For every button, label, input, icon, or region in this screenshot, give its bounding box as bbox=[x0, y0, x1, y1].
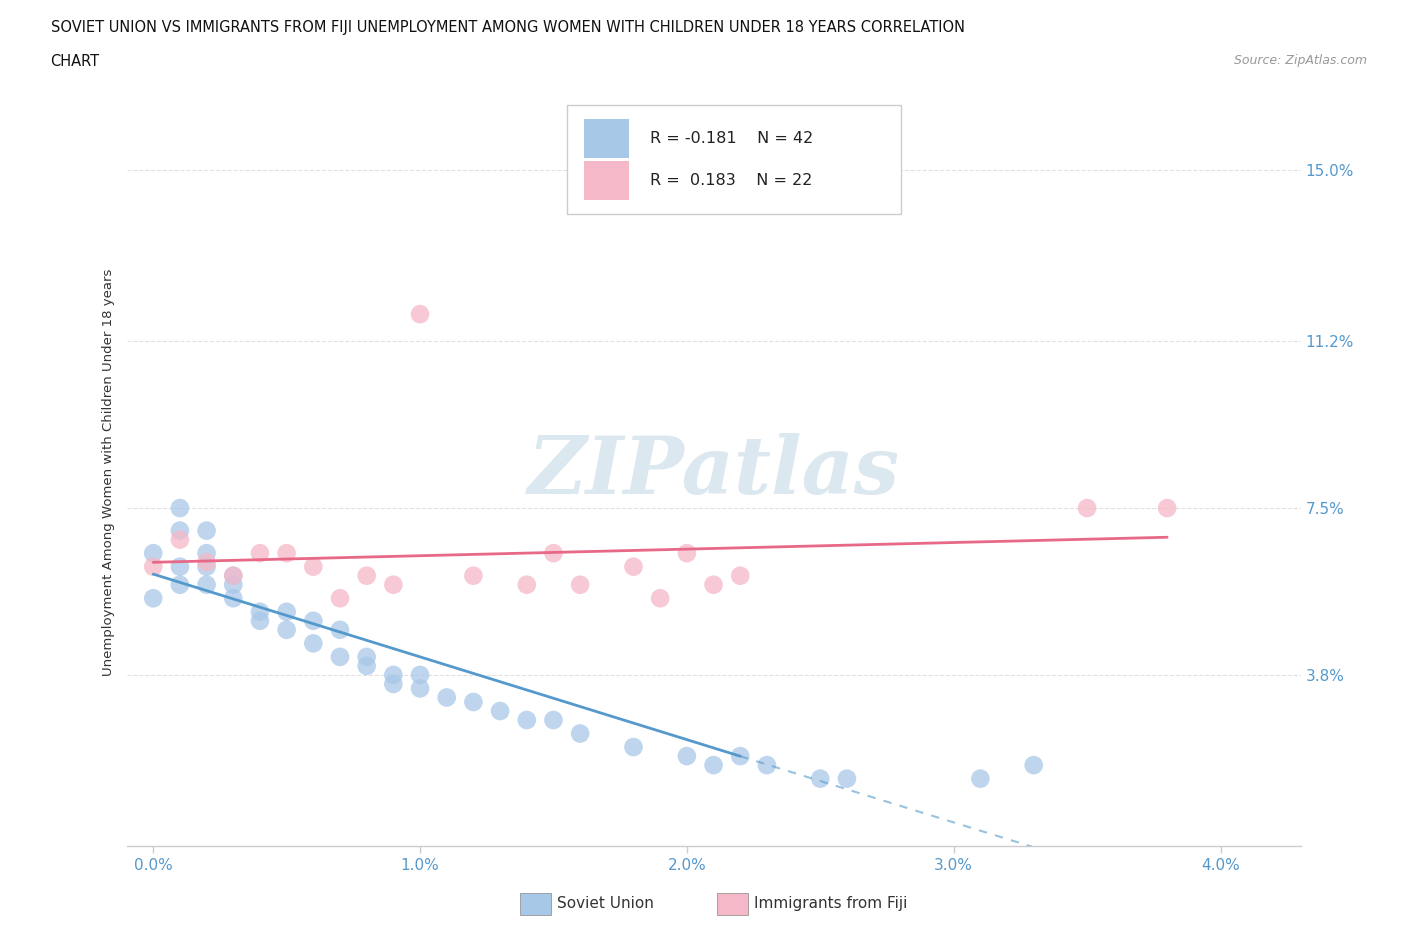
Point bbox=[249, 546, 271, 561]
Point bbox=[142, 591, 165, 605]
Point bbox=[169, 559, 191, 574]
Point bbox=[356, 568, 378, 583]
Point bbox=[676, 749, 699, 764]
Point bbox=[276, 604, 298, 619]
Point bbox=[623, 739, 645, 754]
Text: SOVIET UNION VS IMMIGRANTS FROM FIJI UNEMPLOYMENT AMONG WOMEN WITH CHILDREN UNDE: SOVIET UNION VS IMMIGRANTS FROM FIJI UNE… bbox=[51, 20, 965, 35]
Point bbox=[382, 668, 405, 683]
Text: Source: ZipAtlas.com: Source: ZipAtlas.com bbox=[1233, 54, 1367, 67]
Point bbox=[728, 749, 751, 764]
Text: Immigrants from Fiji: Immigrants from Fiji bbox=[754, 897, 907, 911]
Point bbox=[195, 554, 218, 569]
Point bbox=[969, 771, 991, 786]
Point bbox=[516, 578, 538, 592]
Point bbox=[142, 559, 165, 574]
Point bbox=[222, 591, 245, 605]
Point bbox=[276, 546, 298, 561]
Point bbox=[835, 771, 858, 786]
Point bbox=[302, 559, 325, 574]
Point bbox=[356, 649, 378, 664]
Point bbox=[489, 704, 512, 719]
Point bbox=[1076, 500, 1098, 515]
Point bbox=[808, 771, 831, 786]
Point bbox=[755, 758, 778, 773]
Text: R = -0.181    N = 42: R = -0.181 N = 42 bbox=[650, 130, 814, 146]
Text: CHART: CHART bbox=[51, 54, 100, 69]
Point bbox=[623, 559, 645, 574]
Point bbox=[409, 307, 432, 322]
Point bbox=[329, 649, 352, 664]
Point bbox=[543, 546, 565, 561]
Point bbox=[650, 591, 672, 605]
Text: Soviet Union: Soviet Union bbox=[557, 897, 654, 911]
Point bbox=[569, 578, 592, 592]
Point bbox=[169, 500, 191, 515]
Point bbox=[195, 559, 218, 574]
Point bbox=[703, 578, 725, 592]
Point bbox=[249, 604, 271, 619]
Point bbox=[463, 695, 485, 710]
Point bbox=[356, 658, 378, 673]
Point bbox=[436, 690, 458, 705]
Text: R =  0.183    N = 22: R = 0.183 N = 22 bbox=[650, 173, 813, 188]
FancyBboxPatch shape bbox=[585, 161, 628, 200]
Point bbox=[1022, 758, 1045, 773]
Point bbox=[222, 568, 245, 583]
Point bbox=[676, 546, 699, 561]
Text: ZIPatlas: ZIPatlas bbox=[527, 433, 900, 511]
Point bbox=[409, 681, 432, 696]
Point bbox=[1156, 500, 1178, 515]
Point bbox=[302, 636, 325, 651]
Point bbox=[302, 614, 325, 629]
FancyBboxPatch shape bbox=[585, 119, 628, 157]
Y-axis label: Unemployment Among Women with Children Under 18 years: Unemployment Among Women with Children U… bbox=[103, 268, 115, 676]
Point bbox=[195, 578, 218, 592]
Point bbox=[195, 546, 218, 561]
Point bbox=[516, 712, 538, 727]
Point bbox=[329, 622, 352, 637]
Point bbox=[382, 578, 405, 592]
Point bbox=[409, 668, 432, 683]
Point bbox=[222, 568, 245, 583]
Point bbox=[249, 614, 271, 629]
Point bbox=[276, 622, 298, 637]
Point bbox=[195, 524, 218, 538]
Point bbox=[169, 532, 191, 547]
Point bbox=[382, 676, 405, 691]
Point bbox=[569, 726, 592, 741]
Point bbox=[728, 568, 751, 583]
Point bbox=[169, 578, 191, 592]
FancyBboxPatch shape bbox=[567, 105, 901, 214]
Point bbox=[222, 578, 245, 592]
Point bbox=[543, 712, 565, 727]
Point bbox=[169, 524, 191, 538]
Point bbox=[463, 568, 485, 583]
Point bbox=[329, 591, 352, 605]
Point bbox=[142, 546, 165, 561]
Point bbox=[703, 758, 725, 773]
